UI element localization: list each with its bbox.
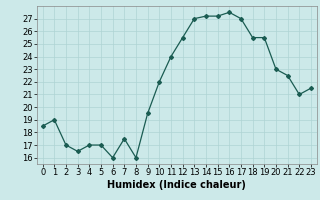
X-axis label: Humidex (Indice chaleur): Humidex (Indice chaleur) (108, 180, 246, 190)
